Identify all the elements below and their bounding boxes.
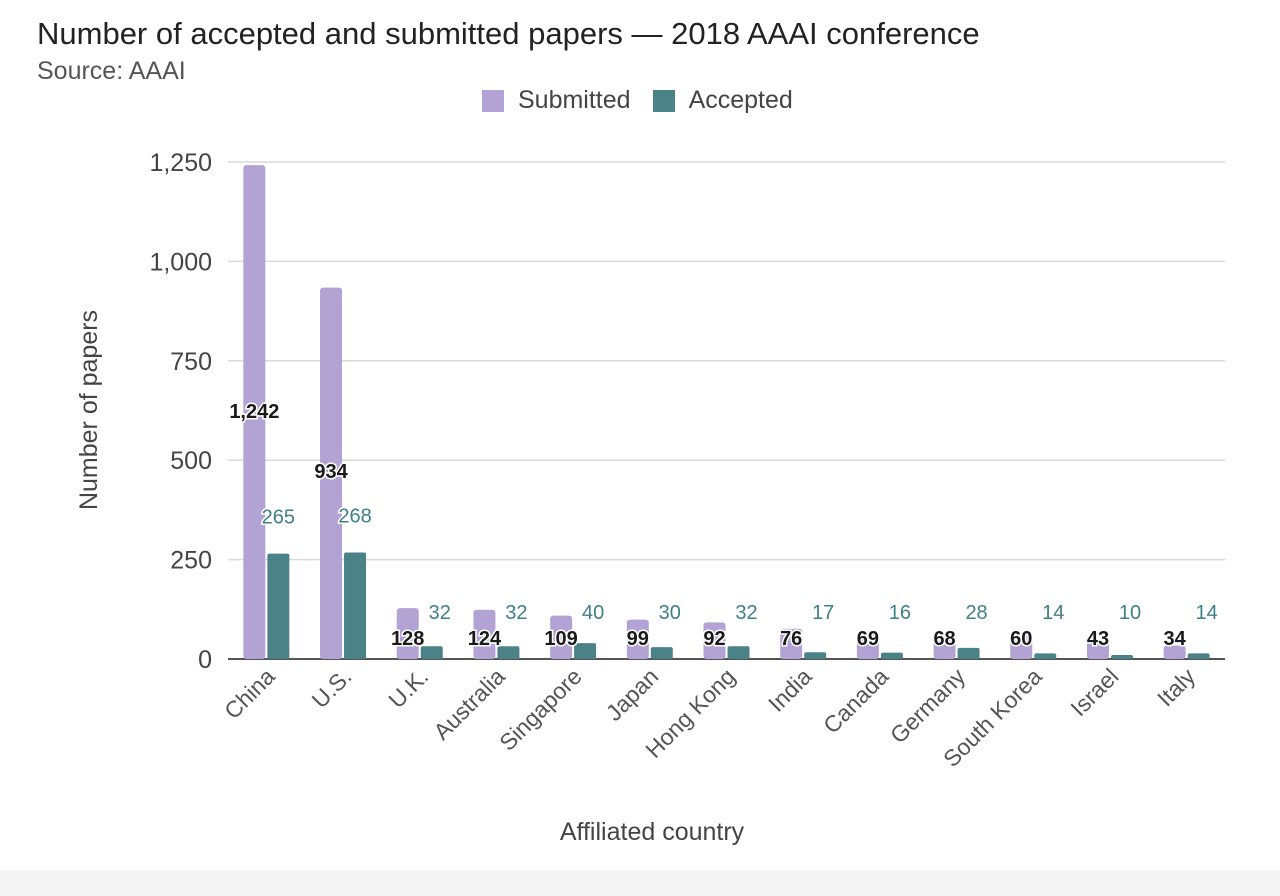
x-tick-label: Canada bbox=[818, 663, 894, 739]
x-tick-label: Israel bbox=[1065, 663, 1123, 721]
chart-title: Number of accepted and submitted papers … bbox=[37, 16, 980, 51]
x-tick-label: U.S. bbox=[307, 663, 357, 713]
bar-accepted bbox=[574, 643, 597, 659]
bar-accepted bbox=[804, 652, 827, 659]
bar-accepted bbox=[650, 647, 673, 659]
data-label-accepted: 28 bbox=[965, 602, 987, 624]
x-tick-label: Japan bbox=[601, 663, 664, 726]
data-label-submitted: 124 bbox=[468, 628, 502, 650]
y-tick-label: 500 bbox=[170, 447, 212, 475]
bar-submitted bbox=[856, 631, 879, 659]
chart-legend: Submitted Accepted bbox=[482, 86, 815, 115]
legend-swatch-accepted bbox=[652, 89, 675, 112]
data-label-submitted: 34 bbox=[1164, 628, 1187, 650]
bar-accepted bbox=[1110, 655, 1133, 659]
bar-accepted bbox=[727, 646, 750, 659]
bar-accepted bbox=[880, 652, 903, 659]
legend-label-submitted: Submitted bbox=[518, 86, 631, 114]
data-label-submitted: 76 bbox=[780, 628, 802, 650]
x-tick-label: India bbox=[763, 663, 817, 717]
footer-band bbox=[0, 870, 1280, 896]
bar-accepted bbox=[497, 646, 520, 659]
y-tick-label: 750 bbox=[170, 348, 212, 376]
bar-accepted bbox=[267, 553, 290, 659]
y-tick-label: 1,000 bbox=[149, 248, 212, 276]
data-label-accepted: 16 bbox=[889, 602, 911, 624]
data-label-submitted: 60 bbox=[1010, 628, 1032, 650]
data-label-accepted: 32 bbox=[429, 602, 451, 624]
y-tick-label: 1,250 bbox=[149, 149, 212, 177]
bar-submitted bbox=[243, 165, 266, 660]
data-label-accepted: 268 bbox=[338, 505, 371, 527]
bar-accepted bbox=[1034, 653, 1057, 659]
bar-submitted bbox=[933, 631, 956, 659]
data-label-accepted: 10 bbox=[1119, 602, 1141, 624]
data-label-accepted: 14 bbox=[1196, 602, 1218, 624]
data-label-accepted: 30 bbox=[659, 602, 681, 624]
legend-swatch-submitted bbox=[482, 89, 504, 112]
bar-submitted bbox=[396, 608, 419, 659]
bar-accepted bbox=[957, 647, 980, 659]
data-label-accepted: 17 bbox=[812, 602, 834, 624]
bar-accepted bbox=[1187, 653, 1210, 659]
data-label-submitted: 92 bbox=[703, 628, 725, 650]
data-label-accepted: 265 bbox=[262, 507, 295, 529]
data-label-submitted: 109 bbox=[544, 628, 577, 650]
bar-submitted bbox=[1010, 635, 1033, 659]
data-label-accepted: 32 bbox=[505, 602, 527, 624]
bar-submitted bbox=[703, 622, 726, 659]
x-axis-label: Affiliated country bbox=[560, 818, 745, 846]
x-tick-label: China bbox=[219, 663, 280, 724]
y-axis-label: Number of papers bbox=[75, 310, 103, 510]
bar-submitted bbox=[626, 619, 649, 659]
data-label-accepted: 32 bbox=[735, 602, 757, 624]
legend-label-accepted: Accepted bbox=[688, 86, 793, 114]
x-tick-label: Italy bbox=[1152, 663, 1201, 712]
x-tick-label: Singapore bbox=[494, 663, 587, 756]
bar-submitted bbox=[550, 615, 573, 659]
data-label-submitted: 934 bbox=[314, 461, 348, 483]
data-label-submitted: 69 bbox=[857, 628, 879, 650]
bar-submitted bbox=[320, 287, 343, 659]
chart-subtitle: Source: AAAI bbox=[37, 57, 186, 85]
bar-submitted bbox=[473, 609, 496, 659]
data-label-submitted: 128 bbox=[391, 628, 424, 650]
data-label-accepted: 40 bbox=[582, 602, 604, 624]
y-tick-label: 250 bbox=[170, 547, 212, 575]
bar-submitted bbox=[1163, 645, 1186, 659]
legend-item-submitted[interactable]: Submitted bbox=[482, 86, 631, 115]
data-label-submitted: 1,242 bbox=[229, 401, 279, 423]
data-label-submitted: 99 bbox=[627, 628, 649, 650]
x-tick-label: U.K. bbox=[383, 663, 433, 713]
bar-submitted bbox=[780, 628, 803, 659]
data-label-accepted: 14 bbox=[1042, 602, 1064, 624]
bar-submitted bbox=[1086, 641, 1109, 659]
bar-accepted bbox=[344, 552, 367, 659]
bar-chart: 0 250 500 750 1,000 1,250 Number of papers Affi… bbox=[75, 149, 1225, 846]
legend-item-accepted[interactable]: Accepted bbox=[652, 86, 793, 115]
data-label-submitted: 43 bbox=[1087, 628, 1109, 650]
bar-accepted bbox=[420, 646, 443, 659]
data-label-submitted: 68 bbox=[933, 628, 955, 650]
y-tick-label: 0 bbox=[198, 646, 212, 674]
